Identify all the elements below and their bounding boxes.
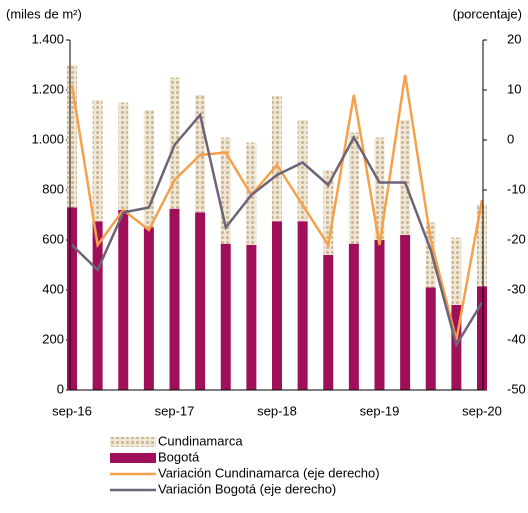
y-tick-label: 800 — [42, 181, 64, 196]
x-tick-label: sep-17 — [155, 403, 195, 418]
y-tick-label: 400 — [42, 281, 64, 296]
bar — [143, 227, 154, 390]
bar — [246, 245, 257, 390]
y-tick-label: 1.000 — [31, 131, 64, 146]
bar — [451, 237, 462, 305]
legend-label: Variación Cundinamarca (eje derecho) — [158, 465, 380, 480]
bar — [323, 255, 334, 390]
bar — [92, 221, 103, 390]
y-tick-label: 600 — [42, 231, 64, 246]
y2-tick-label: -50 — [507, 381, 526, 396]
y2-tick-label: -20 — [507, 231, 526, 246]
bar — [348, 243, 359, 390]
y2-tick-label: -10 — [507, 181, 526, 196]
bar — [169, 208, 180, 390]
bar — [67, 65, 77, 208]
x-tick-label: sep-18 — [257, 403, 297, 418]
legend-label: Variación Bogotá (eje derecho) — [158, 481, 336, 496]
x-tick-label: sep-16 — [52, 403, 92, 418]
bar — [220, 243, 231, 390]
y-tick-label: 200 — [42, 331, 64, 346]
bar — [118, 102, 129, 210]
line — [70, 74, 484, 341]
bar — [323, 170, 334, 255]
bar — [400, 120, 411, 235]
bar — [374, 240, 385, 390]
bar — [477, 205, 487, 287]
y2-tick-label: 10 — [507, 81, 521, 96]
y2-tick-label: 0 — [507, 131, 514, 146]
bar — [451, 305, 462, 390]
x-tick-label: sep-20 — [462, 403, 502, 418]
bar — [477, 286, 487, 390]
bar — [272, 221, 282, 390]
legend-label: Bogotá — [158, 449, 200, 464]
legend-swatch — [110, 453, 156, 463]
bar — [195, 212, 206, 390]
y-tick-label: 1.400 — [31, 31, 64, 46]
x-tick-label: sep-19 — [360, 403, 400, 418]
legend-swatch — [110, 437, 156, 447]
bar — [400, 235, 411, 390]
bar — [425, 287, 436, 390]
line — [71, 112, 484, 349]
y2-axis-label: (porcentaje) — [453, 6, 522, 21]
bar — [143, 110, 154, 228]
bar — [67, 207, 77, 390]
y2-tick-label: 20 — [507, 31, 521, 46]
bar — [220, 137, 231, 244]
bar — [348, 132, 359, 244]
y2-tick-label: -30 — [507, 281, 526, 296]
legend-label: Cundinamarca — [158, 433, 243, 448]
bar — [374, 137, 385, 240]
bar — [425, 222, 436, 288]
y-tick-label: 0 — [57, 381, 64, 396]
bar — [272, 96, 282, 222]
bar — [297, 221, 308, 390]
y-axis-label: (miles de m²) — [6, 6, 82, 21]
y2-tick-label: -40 — [507, 331, 526, 346]
bar — [118, 210, 129, 390]
bar — [297, 120, 308, 222]
bar — [92, 100, 103, 222]
y-tick-label: 1.200 — [31, 81, 64, 96]
